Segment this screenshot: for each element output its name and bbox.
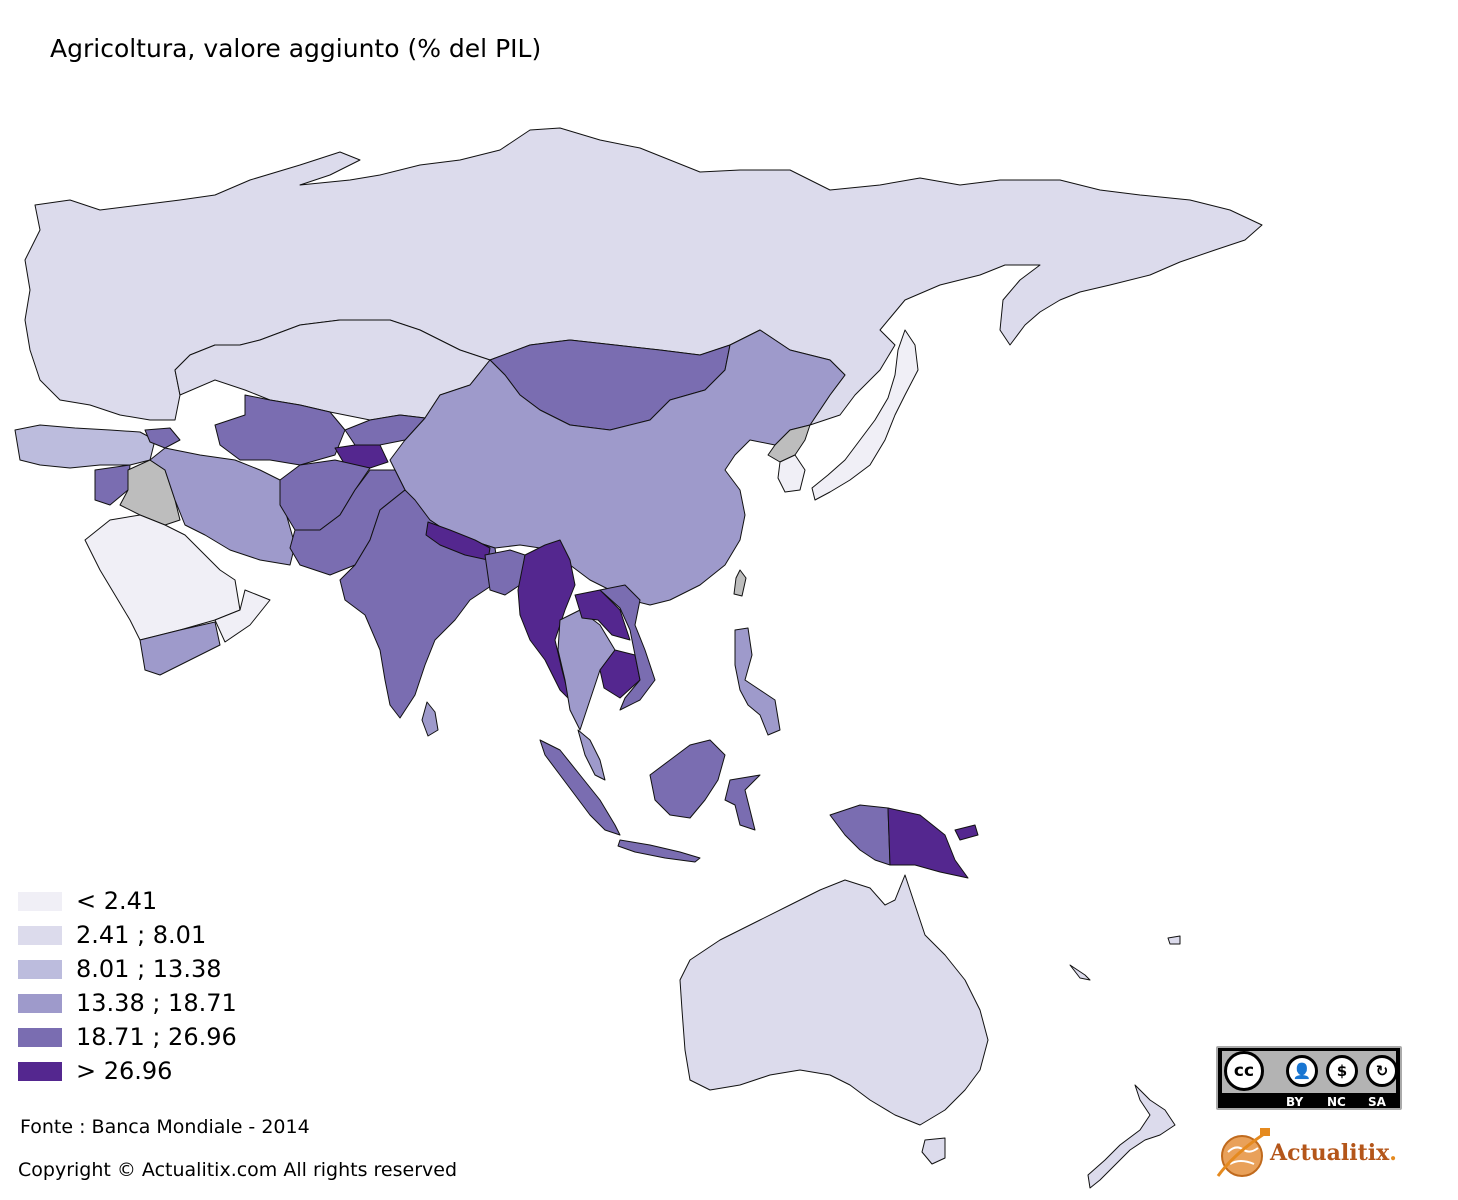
legend-item: 8.01 ; 13.38 [18,952,237,986]
cc-tag-by: BY [1286,1095,1304,1109]
legend-label: > 26.96 [76,1057,173,1085]
region-sumatra [539,739,621,836]
legend-swatch [18,993,62,1013]
person-icon: 👤 [1286,1055,1318,1087]
legend-swatch [18,959,62,979]
region-thailand [557,609,616,731]
cc-tag-nc: NC [1327,1095,1346,1109]
legend-item: 13.38 ; 18.71 [18,986,237,1020]
region-yemen [139,621,221,676]
cc-icon: cc [1224,1051,1264,1091]
cc-license-badge[interactable]: cc 👤 $ ↻ BY NC SA [1216,1046,1402,1110]
region-new-zealand [1087,1084,1176,1189]
region-tasmania [921,1137,946,1165]
region-papua-new-guinea [887,807,969,879]
legend-label: 8.01 ; 13.38 [76,955,222,983]
globe-icon [1216,1128,1270,1177]
region-north-korea [767,424,811,463]
region-saudi-arabia [84,514,241,641]
cc-tag-sa: SA [1368,1095,1386,1109]
region-syria [94,464,131,506]
brand-logo[interactable]: Actualitix. [1214,1124,1414,1184]
no-commercial-icon: $ [1326,1055,1358,1087]
source-note: Fonte : Banca Mondiale - 2014 [20,1116,310,1138]
legend-swatch [18,891,62,911]
region-java [617,839,701,863]
brand-dot: . [1389,1140,1397,1166]
region-sri-lanka [421,701,439,737]
brand-name-text: Actualitix [1270,1140,1390,1166]
map-title: Agricoltura, valore aggiunto (% del PIL) [50,34,542,63]
cc-badge-band: cc 👤 $ ↻ [1222,1051,1398,1093]
region-solomon [954,824,979,841]
legend-label: 2.41 ; 8.01 [76,921,207,949]
brand-name: Actualitix. [1270,1140,1397,1166]
region-sulawesi [724,774,761,831]
legend-item: > 26.96 [18,1054,237,1088]
copyright-note: Copyright © Actualitix.com All rights re… [18,1159,458,1181]
region-west-papua [829,804,891,866]
legend-label: 18.71 ; 26.96 [76,1023,237,1051]
region-oman [214,589,271,643]
region-fiji [1167,935,1181,945]
share-alike-icon: ↻ [1366,1055,1398,1087]
region-borneo [649,739,726,819]
region-taiwan [733,569,747,597]
region-south-korea [777,454,806,493]
region-new-caledonia [1069,964,1091,981]
legend-swatch [18,1061,62,1081]
region-myanmar [517,539,576,701]
region-vietnam [599,584,656,711]
legend-item: 18.71 ; 26.96 [18,1020,237,1054]
region-turkey [14,424,156,469]
legend-item: < 2.41 [18,884,237,918]
region-iran [149,447,296,566]
legend-label: 13.38 ; 18.71 [76,989,237,1017]
region-malaysia [577,729,606,781]
region-caucasus [144,427,181,449]
region-japan [811,329,919,501]
legend-item: 2.41 ; 8.01 [18,918,237,952]
legend-swatch [18,925,62,945]
legend-label: < 2.41 [76,887,158,915]
region-philippines [734,627,781,736]
region-australia [679,874,989,1126]
map-legend: < 2.41 2.41 ; 8.01 8.01 ; 13.38 13.38 ; … [18,884,237,1088]
legend-swatch [18,1027,62,1047]
